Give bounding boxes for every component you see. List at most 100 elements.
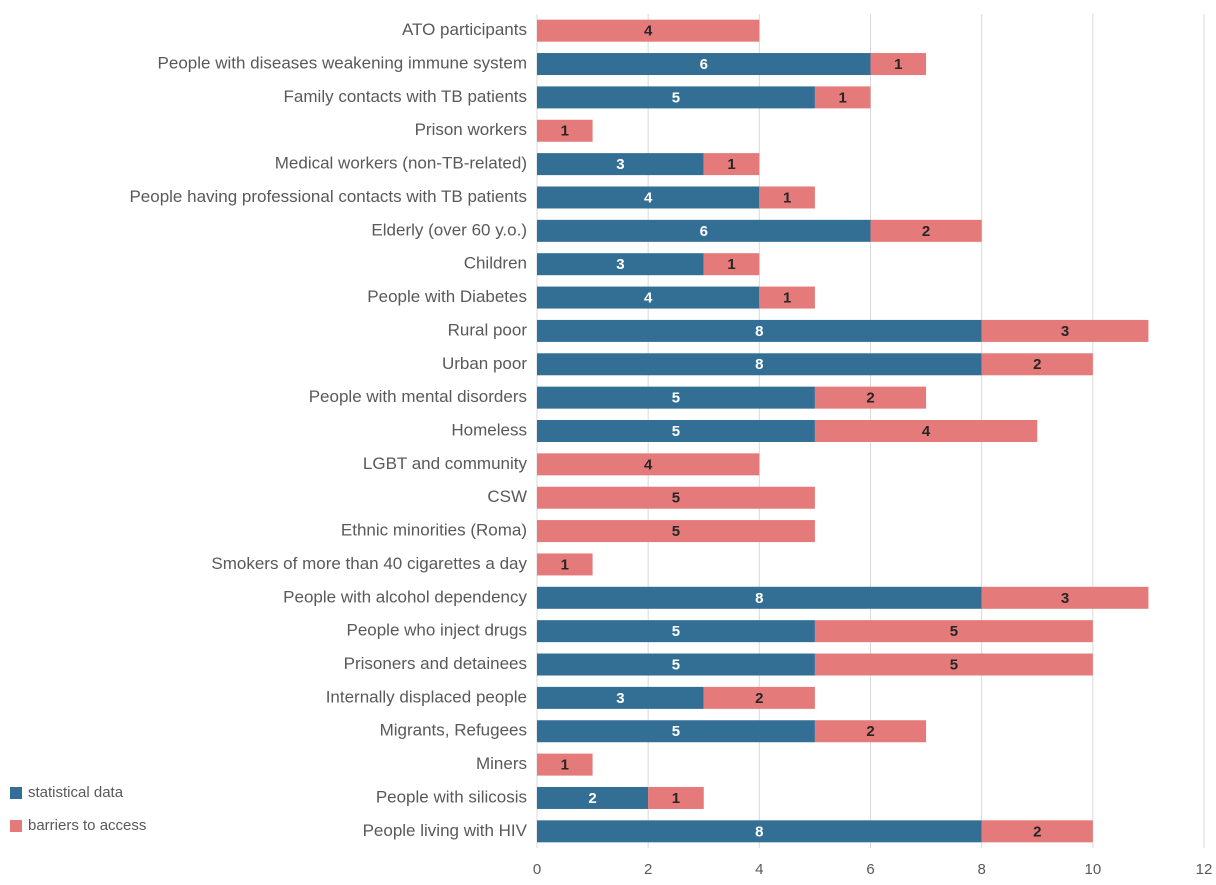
data-label: 2 bbox=[1033, 823, 1041, 840]
data-label: 1 bbox=[561, 757, 569, 774]
bar-segment bbox=[537, 686, 704, 709]
y-tick-label: Prisoners and detainees bbox=[344, 654, 527, 673]
y-tick-label: People who inject drugs bbox=[346, 621, 527, 640]
y-tick-label: People with alcohol dependency bbox=[283, 587, 527, 606]
data-label: 6 bbox=[700, 223, 708, 240]
x-tick-label: 4 bbox=[755, 861, 763, 878]
bar-segment bbox=[537, 653, 815, 676]
y-tick-label: LGBT and community bbox=[363, 454, 528, 473]
data-label: 1 bbox=[561, 556, 569, 573]
bar-segment bbox=[703, 153, 760, 176]
data-label: 5 bbox=[672, 723, 680, 740]
data-label: 2 bbox=[755, 690, 763, 707]
bar-segment bbox=[759, 286, 815, 309]
legend-swatch bbox=[10, 820, 22, 832]
data-label: 1 bbox=[561, 123, 569, 140]
bar-segment bbox=[537, 353, 982, 376]
data-label: 2 bbox=[922, 223, 930, 240]
data-label: 5 bbox=[672, 523, 680, 540]
data-label: 1 bbox=[783, 290, 791, 307]
data-label: 1 bbox=[894, 56, 902, 73]
bar-segment bbox=[537, 319, 982, 342]
bar-segment bbox=[537, 420, 815, 442]
bar-segment bbox=[814, 386, 927, 409]
bar-segment bbox=[759, 186, 815, 209]
data-label: 4 bbox=[644, 189, 653, 206]
bar-segment bbox=[537, 86, 815, 109]
data-label: 3 bbox=[616, 690, 624, 707]
data-label: 4 bbox=[644, 23, 653, 40]
data-label: 8 bbox=[755, 590, 763, 607]
y-tick-label: Family contacts with TB patients bbox=[284, 87, 527, 106]
bar-segment bbox=[537, 119, 593, 142]
y-tick-label: Urban poor bbox=[442, 354, 527, 373]
y-tick-label: Prison workers bbox=[415, 120, 527, 139]
y-tick-label: Elderly (over 60 y.o.) bbox=[371, 220, 527, 239]
y-tick-label: Medical workers (non-TB-related) bbox=[275, 154, 527, 173]
bar-segment bbox=[870, 53, 927, 76]
bar-segment bbox=[981, 586, 1149, 609]
x-tick-label: 8 bbox=[977, 861, 985, 878]
data-label: 1 bbox=[727, 156, 735, 173]
y-tick-label: Children bbox=[464, 254, 527, 273]
data-label: 3 bbox=[1061, 323, 1069, 340]
y-tick-label: Rural poor bbox=[448, 320, 528, 339]
data-label: 5 bbox=[672, 423, 680, 440]
x-tick-label: 12 bbox=[1196, 861, 1213, 878]
bar-segment bbox=[703, 253, 760, 276]
bar-segment bbox=[537, 19, 760, 42]
bar-segment bbox=[537, 786, 649, 809]
data-label: 4 bbox=[644, 290, 653, 307]
bar-segment bbox=[814, 653, 1093, 676]
y-tick-label: People with diseases weakening immune sy… bbox=[158, 54, 527, 73]
data-label: 2 bbox=[866, 390, 874, 407]
data-label: 5 bbox=[672, 490, 680, 507]
data-label: 1 bbox=[839, 89, 847, 106]
data-label: 2 bbox=[866, 723, 874, 740]
bar-segment bbox=[870, 219, 982, 242]
data-label: 3 bbox=[1061, 590, 1069, 607]
bar-segment bbox=[537, 253, 704, 276]
y-tick-label: Internally displaced people bbox=[326, 687, 527, 706]
data-label: 6 bbox=[700, 56, 708, 73]
bar-segment bbox=[814, 720, 927, 743]
legend-swatch bbox=[10, 787, 22, 799]
data-label: 8 bbox=[755, 823, 763, 840]
y-tick-label: Smokers of more than 40 cigarettes a day bbox=[211, 554, 527, 573]
x-tick-label: 0 bbox=[533, 861, 541, 878]
bar-segment bbox=[703, 686, 815, 709]
y-tick-label: People having professional contacts with… bbox=[129, 187, 527, 206]
data-label: 3 bbox=[616, 256, 624, 273]
bar-segment bbox=[537, 620, 815, 643]
x-tick-label: 6 bbox=[866, 861, 874, 878]
y-tick-label: Ethnic minorities (Roma) bbox=[341, 521, 527, 540]
x-tick-label: 2 bbox=[644, 861, 652, 878]
y-tick-label: CSW bbox=[487, 487, 527, 506]
bar-segment bbox=[537, 553, 593, 576]
data-label: 5 bbox=[672, 390, 680, 407]
bar-segment bbox=[814, 620, 1093, 643]
bar-segment bbox=[981, 820, 1093, 843]
x-tick-label: 10 bbox=[1084, 861, 1101, 878]
data-label: 8 bbox=[755, 323, 763, 340]
data-label: 5 bbox=[672, 656, 680, 673]
y-tick-label: People with silicosis bbox=[376, 787, 527, 806]
data-label: 1 bbox=[727, 256, 735, 273]
bar-segment bbox=[537, 820, 982, 843]
y-tick-label: People with Diabetes bbox=[367, 287, 527, 306]
y-tick-label: Homeless bbox=[451, 420, 527, 439]
y-tick-label: ATO participants bbox=[402, 20, 527, 39]
bar-segment bbox=[648, 786, 704, 809]
bar-segment bbox=[537, 753, 593, 776]
y-tick-label: People with mental disorders bbox=[309, 387, 527, 406]
bar-segment bbox=[537, 720, 815, 743]
y-tick-label: Migrants, Refugees bbox=[380, 721, 527, 740]
bar-segment bbox=[537, 286, 760, 309]
data-label: 5 bbox=[672, 89, 680, 106]
y-tick-label: People living with HIV bbox=[363, 821, 528, 840]
legend-label: barriers to access bbox=[28, 817, 146, 834]
data-label: 8 bbox=[755, 356, 763, 373]
data-label: 2 bbox=[588, 790, 596, 807]
